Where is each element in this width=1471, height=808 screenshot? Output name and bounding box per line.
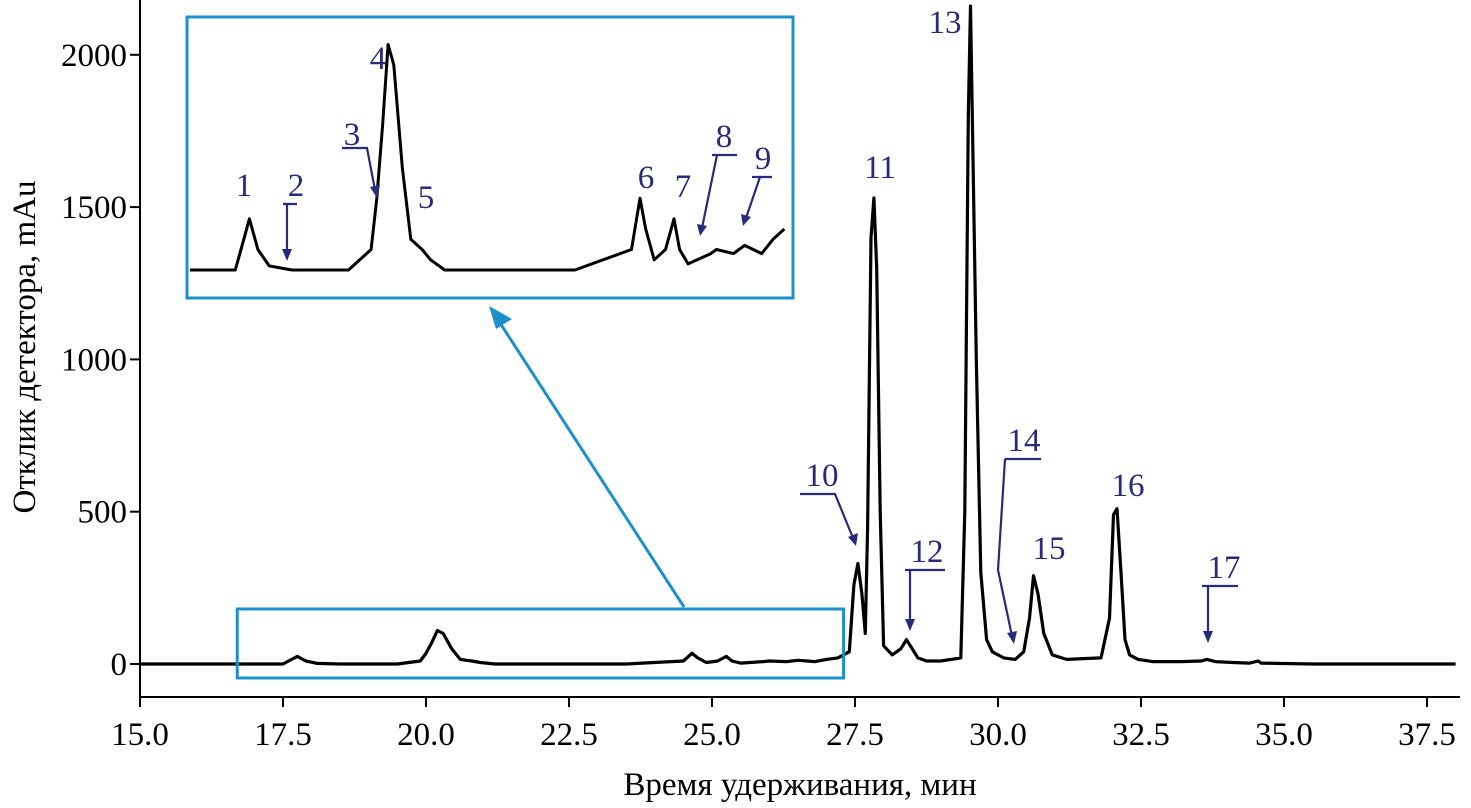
x-axis-title: Время удерживания, мин xyxy=(623,767,976,803)
y-axis-title: Отклик детектора, mAu xyxy=(7,181,43,514)
peak-label-text: 16 xyxy=(1112,468,1145,504)
x-tick-label: 17.5 xyxy=(254,717,312,753)
annotation-pointer xyxy=(905,568,945,622)
main-trace-line xyxy=(140,4,1456,666)
peak-label-text: 3 xyxy=(344,117,361,153)
x-tick-label: 20.0 xyxy=(397,717,455,753)
annotation-pointer xyxy=(1202,584,1238,634)
x-tick-label: 25.0 xyxy=(683,717,741,753)
peak-label-text: 7 xyxy=(675,169,692,205)
zoom-arrow-line xyxy=(498,322,686,608)
y-tick-label: 1500 xyxy=(61,190,127,226)
annotation-pointer xyxy=(996,457,1041,637)
annotation-arrowhead xyxy=(905,619,915,631)
annotation-arrowhead xyxy=(741,214,751,226)
peak-label-text: 1 xyxy=(236,168,253,204)
peak-label-text: 13 xyxy=(929,5,962,41)
x-tick-label: 35.0 xyxy=(1255,717,1313,753)
annotation-arrowhead xyxy=(282,249,292,261)
y-tick-label: 2000 xyxy=(61,38,127,74)
peak-label-text: 6 xyxy=(638,160,655,196)
zoom-arrow-head xyxy=(489,306,512,329)
peak-label-text: 9 xyxy=(755,141,772,177)
peak-label-text: 12 xyxy=(911,534,944,570)
inset-zoom xyxy=(185,15,846,680)
annotation-arrowhead xyxy=(1203,631,1213,643)
peak-label-text: 14 xyxy=(1008,423,1041,459)
traces xyxy=(140,4,1456,666)
x-tick-label: 15.0 xyxy=(111,717,169,753)
annotation-pointer xyxy=(800,492,855,539)
y-tick-label: 0 xyxy=(111,647,128,683)
peak-label-text: 17 xyxy=(1208,550,1241,586)
annotation-arrowhead xyxy=(848,533,858,546)
y-tick-label: 1000 xyxy=(61,342,127,378)
annotation-arrowhead xyxy=(370,185,380,198)
annotation-arrowhead xyxy=(1007,631,1017,644)
peak-label-text: 5 xyxy=(418,180,435,216)
peak-label-text: 8 xyxy=(716,119,733,155)
annotation-arrowhead xyxy=(697,224,707,236)
peak-label-text: 10 xyxy=(806,458,839,494)
x-tick-label: 30.0 xyxy=(969,717,1027,753)
inset-frame xyxy=(185,15,795,300)
zoom-region-rect xyxy=(235,607,846,680)
y-tick-label: 500 xyxy=(78,495,128,531)
peak-label-text: 4 xyxy=(370,41,387,77)
peak-label-text: 11 xyxy=(864,150,896,186)
axes: 15.0 17.5 20.0 22.5 25.0 27.5 30.0 32.5 35.0 37.5… xyxy=(61,0,1460,753)
x-tick-label: 32.5 xyxy=(1112,717,1170,753)
peak-label-text: 15 xyxy=(1033,531,1066,567)
x-tick-label: 37.5 xyxy=(1398,717,1456,753)
peak-label-text: 2 xyxy=(288,168,305,204)
annotation-pointer xyxy=(744,175,772,219)
inset-trace-line xyxy=(190,43,786,272)
annotation-pointer xyxy=(342,146,377,191)
x-tick-label: 22.5 xyxy=(540,717,598,753)
annotation-pointer xyxy=(283,202,297,254)
annotation-pointer xyxy=(700,153,737,229)
x-tick-label: 27.5 xyxy=(826,717,884,753)
